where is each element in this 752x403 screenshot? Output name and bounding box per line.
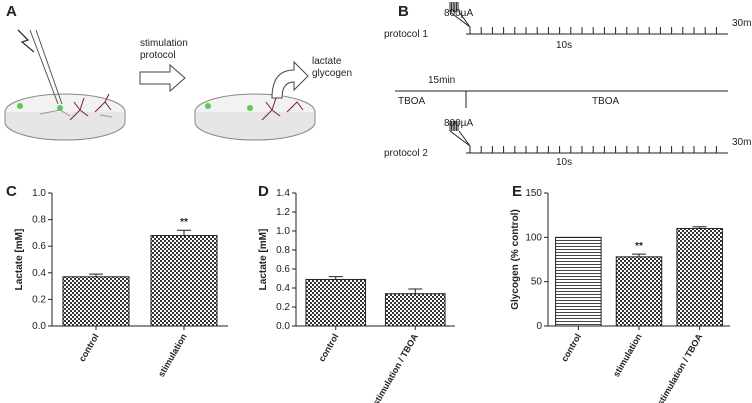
step-text: protocol bbox=[140, 50, 176, 61]
error-bar bbox=[692, 226, 707, 229]
y-tick-label: 0.8 bbox=[32, 215, 46, 226]
panel-label: A bbox=[6, 3, 17, 20]
panel-label: B bbox=[398, 3, 409, 20]
y-tick-label: 0.4 bbox=[276, 283, 290, 294]
duration-label: 30min bbox=[732, 137, 752, 148]
step-text: glycogen bbox=[312, 68, 352, 79]
significance: ** bbox=[180, 217, 188, 228]
y-tick-label: 1.0 bbox=[32, 188, 46, 199]
protocol-name: protocol 2 bbox=[384, 148, 428, 159]
bar bbox=[615, 256, 663, 327]
x-tick-label: stimulation bbox=[611, 332, 644, 379]
panel-label: C bbox=[6, 183, 17, 200]
y-tick-label: 0.2 bbox=[276, 302, 290, 313]
y-tick-label: 0.8 bbox=[276, 245, 290, 256]
x-tick-label: stimulation bbox=[156, 332, 189, 379]
step-text: lactate bbox=[312, 56, 342, 67]
duration-label: 30min bbox=[732, 18, 752, 29]
x-tick-label: control bbox=[77, 332, 101, 363]
error-bar bbox=[89, 273, 103, 277]
interval-label: 10s bbox=[556, 157, 572, 168]
x-tick-label: stimulation / TBOA bbox=[371, 332, 420, 403]
x-tick-label: stimulation / TBOA bbox=[655, 332, 704, 403]
y-axis-label: Glycogen (% control) bbox=[510, 209, 521, 310]
tboa-time: 15min bbox=[428, 75, 455, 86]
error-bar bbox=[408, 288, 423, 294]
interval-label: 10s bbox=[556, 40, 572, 51]
y-tick-label: 0.0 bbox=[32, 321, 46, 332]
bar bbox=[305, 278, 367, 327]
bar bbox=[676, 227, 723, 327]
error-bar bbox=[328, 276, 343, 280]
current-label: 800µA bbox=[444, 118, 473, 129]
pulse-expand bbox=[449, 11, 471, 28]
panel-label: E bbox=[512, 183, 522, 200]
protocol-diagram bbox=[395, 2, 728, 154]
y-tick-label: 0.0 bbox=[276, 321, 290, 332]
y-tick-label: 150 bbox=[525, 188, 542, 199]
y-tick-label: 0.6 bbox=[276, 264, 290, 275]
y-tick-label: 0.4 bbox=[32, 268, 46, 279]
significance: ** bbox=[635, 241, 643, 252]
bar bbox=[555, 236, 602, 327]
dish-illustration bbox=[4, 29, 316, 141]
y-tick-label: 0 bbox=[536, 321, 542, 332]
y-tick-label: 1.0 bbox=[276, 226, 290, 237]
protocol-name: protocol 1 bbox=[384, 29, 428, 40]
y-tick-label: 100 bbox=[525, 232, 542, 243]
error-bar bbox=[177, 229, 191, 236]
x-tick-label: control bbox=[317, 332, 341, 363]
tboa-label: TBOA bbox=[398, 96, 426, 107]
bar bbox=[150, 235, 218, 327]
y-tick-label: 1.2 bbox=[276, 207, 290, 218]
error-bar bbox=[632, 253, 646, 257]
y-tick-label: 0.2 bbox=[32, 294, 46, 305]
step-text: stimulation bbox=[140, 38, 188, 49]
x-tick-label: control bbox=[559, 332, 583, 363]
pulse-expand bbox=[449, 130, 471, 147]
y-tick-label: 50 bbox=[531, 277, 543, 288]
y-tick-label: 0.6 bbox=[32, 241, 46, 252]
y-axis-label: Lactate [mM] bbox=[258, 229, 269, 291]
tboa-label: TBOA bbox=[592, 96, 620, 107]
y-tick-label: 1.4 bbox=[276, 188, 290, 199]
bar bbox=[384, 293, 446, 327]
current-label: 800µA bbox=[444, 8, 473, 19]
y-axis-label: Lactate [mM] bbox=[14, 229, 25, 291]
panel-label: D bbox=[258, 183, 269, 200]
bar bbox=[62, 276, 130, 327]
